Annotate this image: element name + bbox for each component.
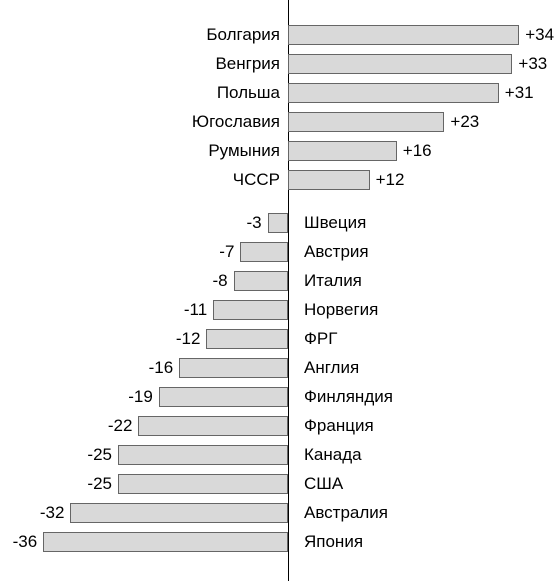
value-label: -12 — [176, 329, 201, 349]
diverging-bar-chart: Болгария +34 Венгрия +33 Польша +31 Югославия +… — [0, 0, 554, 581]
chart-row: ЧССР +12 — [0, 165, 554, 194]
bar-negative — [240, 242, 288, 262]
bar-negative — [118, 474, 288, 494]
value-label: -11 — [184, 300, 207, 320]
chart-row: Венгрия +33 — [0, 49, 554, 78]
value-label: -7 — [219, 242, 234, 262]
country-label: Польша — [217, 83, 280, 103]
country-label: Англия — [304, 358, 359, 378]
chart-row: ФРГ -12 — [0, 324, 554, 353]
bar-negative — [213, 300, 288, 320]
value-label: +16 — [403, 141, 432, 161]
chart-row: Швеция -3 — [0, 208, 554, 237]
value-label: -3 — [246, 213, 261, 233]
country-label: ЧССР — [233, 170, 280, 190]
value-label: +33 — [518, 54, 547, 74]
bar-negative — [118, 445, 288, 465]
chart-row: США -25 — [0, 469, 554, 498]
value-label: +31 — [505, 83, 534, 103]
chart-row: Болгария +34 — [0, 20, 554, 49]
value-label: -19 — [128, 387, 153, 407]
bar-positive — [288, 83, 499, 103]
country-label: Австралия — [304, 503, 388, 523]
country-label: Канада — [304, 445, 362, 465]
chart-row: Канада -25 — [0, 440, 554, 469]
value-label: +34 — [525, 25, 554, 45]
country-label: Италия — [304, 271, 362, 291]
country-label: Югославия — [192, 112, 280, 132]
value-label: -36 — [13, 532, 38, 552]
bar-negative — [138, 416, 288, 436]
country-label: Австрия — [304, 242, 369, 262]
chart-row: Норвегия -11 — [0, 295, 554, 324]
value-label: -8 — [212, 271, 227, 291]
country-label: Финляндия — [304, 387, 393, 407]
country-label: Швеция — [304, 213, 366, 233]
value-label: -22 — [108, 416, 133, 436]
chart-row: Югославия +23 — [0, 107, 554, 136]
chart-row: Финляндия -19 — [0, 382, 554, 411]
country-label: США — [304, 474, 343, 494]
country-label: Болгария — [206, 25, 280, 45]
bar-negative — [179, 358, 288, 378]
value-label: -25 — [87, 445, 112, 465]
bar-negative — [268, 213, 288, 233]
bar-positive — [288, 112, 444, 132]
bar-negative — [43, 532, 288, 552]
bar-negative — [70, 503, 288, 523]
chart-row: Англия -16 — [0, 353, 554, 382]
bar-positive — [288, 170, 370, 190]
chart-row: Франция -22 — [0, 411, 554, 440]
country-label: ФРГ — [304, 329, 337, 349]
country-label: Франция — [304, 416, 374, 436]
value-label: -32 — [40, 503, 65, 523]
value-label: +12 — [376, 170, 405, 190]
chart-row: Япония -36 — [0, 527, 554, 556]
chart-row: Италия -8 — [0, 266, 554, 295]
chart-row: Румыния +16 — [0, 136, 554, 165]
value-label: -25 — [87, 474, 112, 494]
bar-negative — [206, 329, 288, 349]
bar-negative — [234, 271, 288, 291]
bar-positive — [288, 141, 397, 161]
bar-negative — [159, 387, 288, 407]
country-label: Япония — [304, 532, 363, 552]
bar-positive — [288, 54, 512, 74]
value-label: +23 — [450, 112, 479, 132]
chart-row: Австралия -32 — [0, 498, 554, 527]
country-label: Венгрия — [215, 54, 280, 74]
country-label: Норвегия — [304, 300, 378, 320]
bar-positive — [288, 25, 519, 45]
chart-row: Польша +31 — [0, 78, 554, 107]
country-label: Румыния — [208, 141, 280, 161]
chart-row: Австрия -7 — [0, 237, 554, 266]
value-label: -16 — [149, 358, 174, 378]
